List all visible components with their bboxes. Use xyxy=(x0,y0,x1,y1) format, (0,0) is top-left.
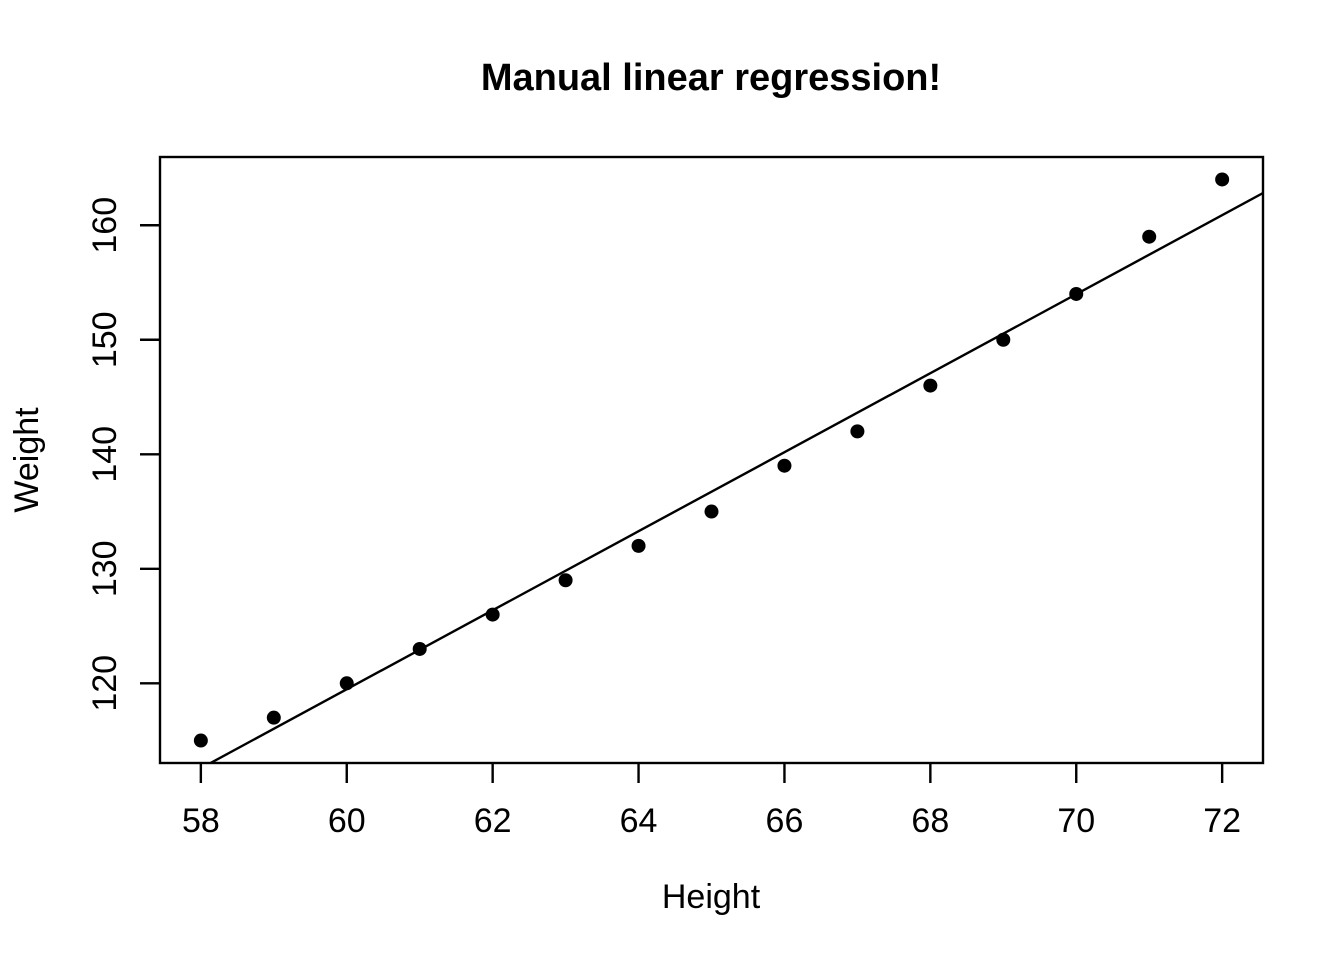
data-point xyxy=(412,641,427,656)
data-point xyxy=(704,504,719,519)
x-axis-label: Height xyxy=(662,878,761,916)
y-axis-label: Weight xyxy=(8,407,46,513)
x-tick-label: 72 xyxy=(1203,802,1241,840)
data-point xyxy=(1215,172,1230,187)
data-point xyxy=(923,378,938,393)
data-point xyxy=(996,332,1011,347)
x-tick-label: 62 xyxy=(474,802,512,840)
y-tick-label: 130 xyxy=(86,540,124,597)
data-point xyxy=(266,710,281,725)
data-point xyxy=(193,733,208,748)
data-point xyxy=(485,607,500,622)
chart-title: Manual linear regression! xyxy=(481,57,941,99)
plot-contents: 58 60 62 64 66 68 70 72 120 130 140 150 160 xyxy=(86,155,1265,840)
y-tick-label: 120 xyxy=(86,655,124,712)
x-tick-label: 70 xyxy=(1057,802,1095,840)
x-tick-label: 58 xyxy=(182,802,220,840)
x-tick-label: 66 xyxy=(766,802,804,840)
data-point xyxy=(777,458,792,473)
regression-line xyxy=(208,191,1263,763)
y-tick-label: 150 xyxy=(86,311,124,368)
y-tick-label: 140 xyxy=(86,426,124,483)
plot-box xyxy=(158,155,1265,765)
data-point xyxy=(1069,286,1084,301)
y-tick-label: 160 xyxy=(86,197,124,254)
data-point xyxy=(631,538,646,553)
data-point xyxy=(1142,229,1157,244)
data-point xyxy=(558,573,573,588)
data-point xyxy=(850,424,865,439)
x-tick-label: 60 xyxy=(328,802,366,840)
x-tick-label: 68 xyxy=(911,802,949,840)
data-point xyxy=(339,676,354,691)
x-tick-label: 64 xyxy=(620,802,658,840)
